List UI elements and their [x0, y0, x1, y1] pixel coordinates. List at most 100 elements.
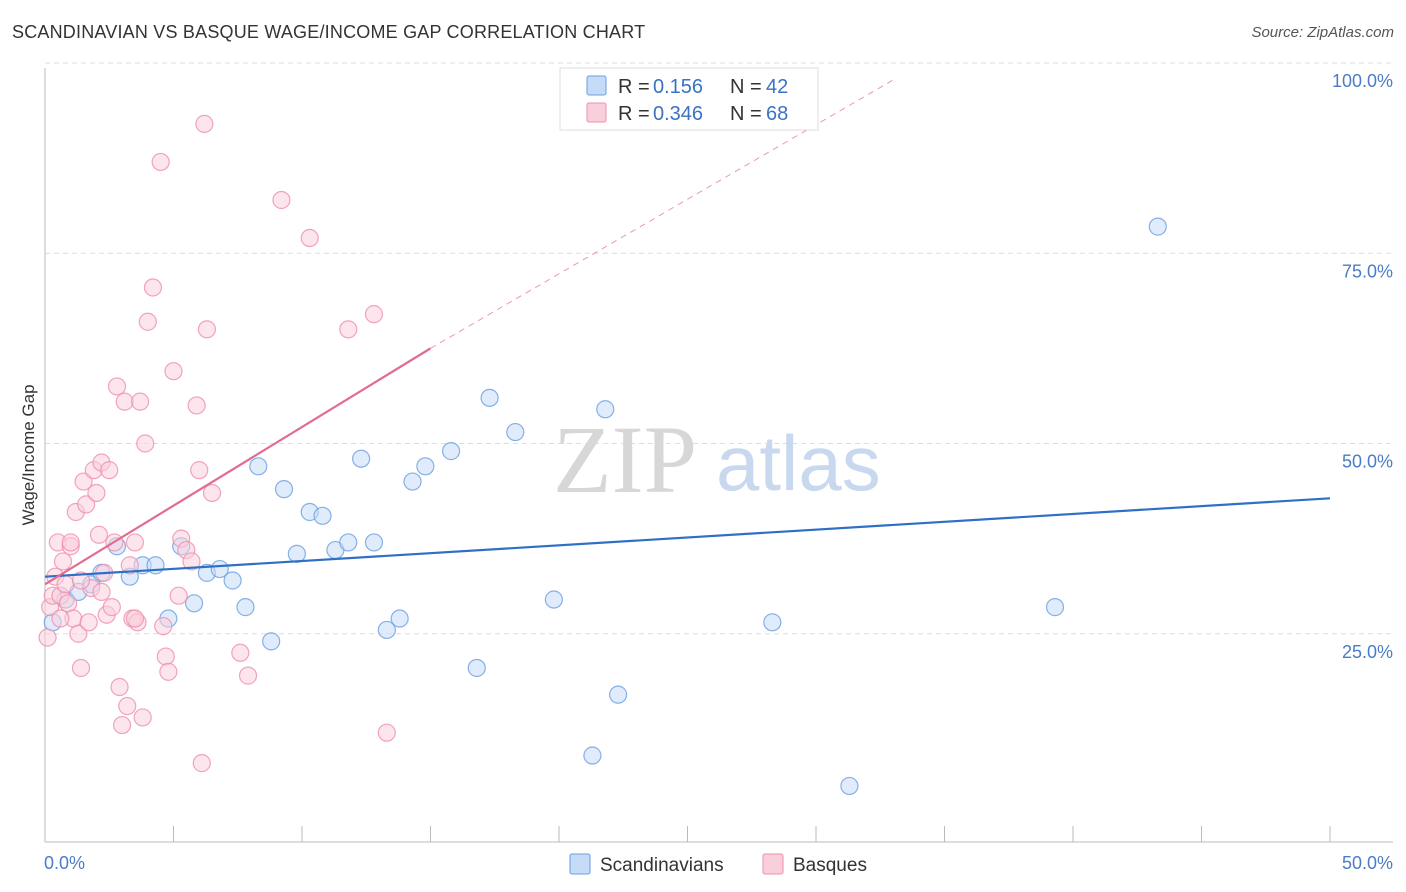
trend-line-basques: [44, 347, 432, 586]
point-basques-66: [71, 571, 91, 590]
point-basques-64: [51, 609, 70, 628]
point-scandinavians-14: [223, 571, 242, 590]
point-basques-30: [115, 392, 134, 411]
point-scandinavians-11: [184, 594, 204, 613]
point-basques-14: [74, 472, 93, 491]
point-scandinavians-30: [441, 442, 461, 461]
chart-source: Source: ZipAtlas.com: [1251, 24, 1394, 41]
point-basques-39: [138, 312, 157, 331]
legend-swatch-scandinavians-bottom: [569, 853, 591, 875]
point-basques-29: [112, 715, 132, 735]
point-scandinavians-41: [1148, 217, 1167, 236]
point-basques-51: [190, 461, 209, 480]
point-basques-40: [143, 278, 163, 297]
point-basques-67: [125, 609, 145, 628]
legend-r-value-2: 0.346: [653, 103, 703, 125]
point-basques-59: [300, 228, 319, 248]
point-basques-13: [71, 658, 91, 678]
y-axis-label: Wage/Income Gap: [19, 384, 38, 525]
point-scandinavians-40: [1045, 598, 1065, 617]
point-scandinavians-17: [262, 632, 281, 651]
chart-title: SCANDINAVIAN VS BASQUE WAGE/INCOME GAP C…: [12, 22, 646, 42]
point-basques-24: [100, 461, 119, 480]
watermark: ZIP atlas: [553, 406, 881, 513]
y-tick-label-0: 25.0%: [1342, 642, 1393, 662]
legend-n-label-2: N =: [730, 103, 762, 125]
tick-labels: 25.0% 50.0% 75.0% 100.0% 0.0% 50.0%: [44, 71, 1393, 873]
point-scandinavians-35: [583, 746, 602, 765]
axes: [44, 68, 1393, 843]
point-basques-27: [107, 377, 127, 396]
legend-label-basques: Basques: [793, 855, 867, 876]
point-basques-31: [118, 696, 137, 716]
point-basques-38: [136, 434, 155, 453]
point-scandinavians-18: [274, 480, 294, 499]
point-basques-41: [151, 152, 170, 172]
point-basques-42: [154, 617, 173, 636]
point-basques-15: [77, 495, 96, 514]
legend-label-scandinavians: Scandinavians: [600, 855, 724, 876]
stats-legend: R = 0.156 N = 42 R = 0.346 N = 68: [559, 67, 819, 131]
y-tick-label-2: 75.0%: [1342, 261, 1393, 281]
point-basques-61: [364, 305, 384, 324]
point-scandinavians-16: [249, 457, 268, 476]
point-basques-44: [159, 662, 178, 681]
point-basques-46: [169, 586, 188, 605]
point-basques-37: [133, 708, 152, 727]
point-scandinavians-25: [364, 533, 384, 552]
watermark-zip: ZIP: [553, 406, 697, 513]
legend-swatch-basques: [586, 102, 607, 123]
legend-r-value-1: 0.156: [653, 76, 703, 98]
point-scandinavians-19: [287, 544, 306, 563]
point-basques-50: [187, 396, 206, 415]
point-basques-43: [156, 647, 175, 666]
point-basques-49: [182, 552, 201, 571]
point-basques-60: [339, 320, 358, 339]
point-scandinavians-39: [840, 776, 859, 796]
point-scandinavians-38: [763, 613, 782, 632]
point-basques-6: [53, 552, 73, 571]
point-basques-62: [377, 723, 396, 742]
point-basques-63: [61, 533, 80, 552]
point-basques-34: [125, 533, 145, 552]
watermark-atlas: atlas: [716, 419, 881, 507]
point-basques-8: [59, 594, 78, 613]
series-legend: Scandinavians Basques: [569, 853, 867, 876]
point-basques-25: [102, 598, 121, 617]
point-scandinavians-37: [609, 685, 628, 704]
legend-n-label-1: N =: [730, 76, 762, 98]
legend-n-value-2: 68: [766, 103, 788, 125]
legend-r-label-1: R =: [618, 76, 650, 98]
point-scandinavians-29: [416, 457, 435, 476]
point-basques-16: [79, 613, 98, 632]
y-tick-label-1: 50.0%: [1342, 452, 1393, 472]
legend-swatch-basques-bottom: [762, 853, 784, 875]
point-scandinavians-31: [467, 658, 486, 678]
point-scandinavians-21: [313, 506, 332, 525]
point-basques-32: [120, 556, 139, 575]
point-basques-12: [69, 624, 88, 643]
legend-swatch-scandinavians: [586, 75, 607, 96]
point-basques-54: [197, 320, 217, 339]
point-basques-28: [110, 677, 129, 697]
point-basques-56: [231, 643, 250, 662]
point-scandinavians-23: [339, 533, 358, 552]
point-basques-53: [195, 114, 214, 133]
point-scandinavians-26: [377, 620, 396, 640]
point-scandinavians-28: [403, 472, 422, 491]
point-scandinavians-32: [480, 388, 499, 407]
x-tick-label-0: 0.0%: [44, 853, 85, 873]
point-scandinavians-33: [506, 422, 525, 442]
trend-line-scandinavians: [44, 497, 1331, 578]
x-tick-label-1: 50.0%: [1342, 853, 1393, 873]
point-basques-45: [164, 362, 183, 381]
point-scandinavians-15: [236, 598, 255, 617]
point-basques-36: [130, 392, 150, 411]
legend-r-label-2: R =: [618, 103, 650, 125]
point-scandinavians-27: [390, 609, 409, 628]
point-basques-0: [38, 628, 57, 647]
point-basques-57: [238, 666, 258, 685]
grid-lines: [45, 62, 1395, 635]
legend-n-value-1: 42: [766, 76, 788, 98]
